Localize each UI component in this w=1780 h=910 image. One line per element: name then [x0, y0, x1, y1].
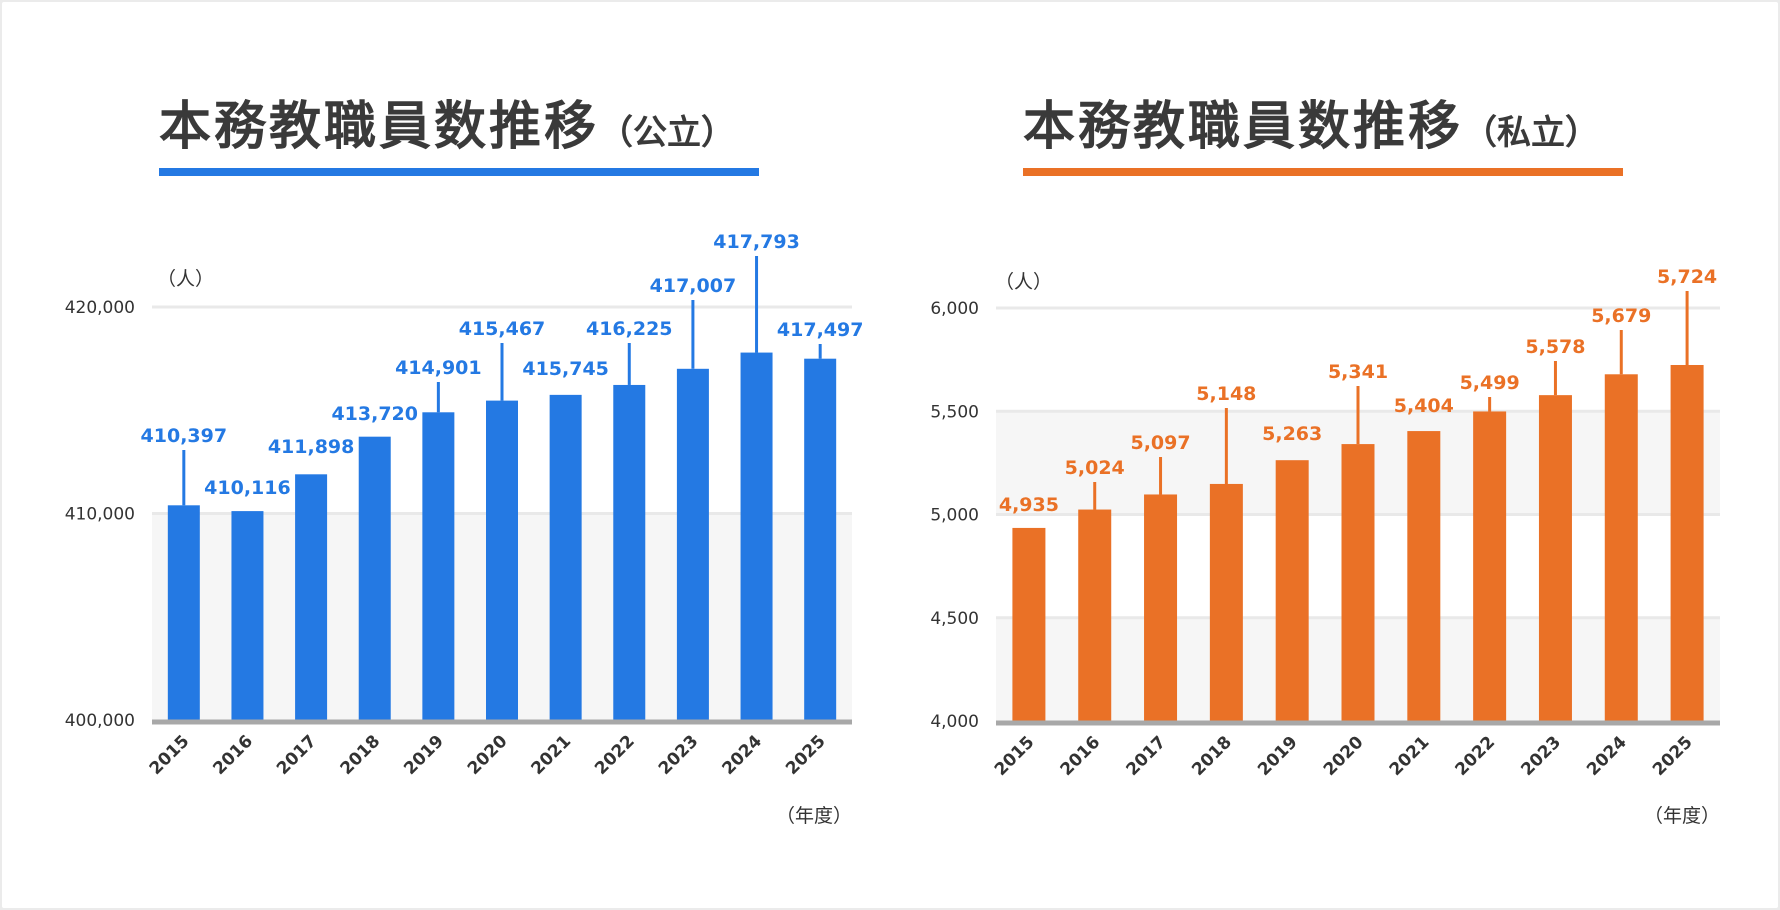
private-x-tick-label: 2017: [1122, 732, 1170, 780]
public-bar-2016: [231, 511, 264, 720]
private-bar-2015: [1012, 527, 1046, 721]
public-value-label-2022: 416,225: [586, 318, 673, 340]
public-x-tick-label: 2019: [400, 731, 448, 779]
private-x-unit-label: （年度）: [1644, 805, 1720, 827]
private-title-underline: [1023, 168, 1623, 176]
public-x-tick-label: 2023: [655, 731, 703, 779]
private-x-tick-label: 2019: [1254, 732, 1302, 780]
public-title-underline: [159, 168, 759, 176]
private-x-tick-label: 2016: [1057, 732, 1105, 780]
public-bar-2020: [486, 400, 518, 720]
private-bar-2018: [1209, 483, 1243, 721]
public-value-label-2025: 417,497: [777, 319, 864, 341]
public-bar-2024: [740, 352, 773, 720]
public-bar-2019: [422, 412, 455, 720]
private-panel: 本務教職員数推移（私立） 4,000 4,500 5,000 5,500 6,000 （人…: [890, 2, 1778, 908]
public-bar-2018: [358, 436, 391, 720]
private-bar-2019: [1275, 460, 1309, 721]
private-bar-2021: [1407, 431, 1441, 721]
private-x-tick-label: 2020: [1320, 732, 1368, 780]
public-x-tick-label: 2015: [146, 731, 194, 779]
private-x-tick-label: 2025: [1649, 732, 1697, 780]
public-x-tick-label: 2016: [209, 731, 257, 779]
public-x-tick-label: 2017: [273, 731, 321, 779]
public-x-tick-label: 2022: [591, 731, 639, 779]
private-chart-title: 本務教職員数推移（私立）: [1023, 84, 1599, 164]
private-bar-2025: [1670, 364, 1704, 721]
private-value-label-2018: 5,148: [1196, 383, 1256, 405]
public-value-label-2017: 411,898: [268, 436, 355, 458]
public-x-tick-label: 2025: [782, 731, 830, 779]
private-x-tick-label: 2024: [1583, 732, 1631, 780]
private-bar-2023: [1538, 395, 1572, 721]
public-y-unit-label: （人）: [157, 268, 214, 290]
public-value-label-2016: 410,116: [204, 477, 291, 499]
public-x-tick-label: 2020: [464, 731, 512, 779]
private-y-unit-label: （人）: [995, 271, 1052, 293]
private-value-label-2015: 4,935: [999, 494, 1059, 516]
public-panel: 本務教職員数推移（公立） 400,000 410,000 420,000 （人） 410…: [2, 2, 890, 908]
public-x-tick-label: 2021: [528, 731, 576, 779]
public-bar-2022: [613, 384, 646, 720]
private-title-main: 本務教職員数推移: [1023, 97, 1464, 157]
private-x-tick-label: 2018: [1188, 732, 1236, 780]
private-bar-chart: 4,000 4,500 5,000 5,500 6,000 （人） 4,935 2015 5,0…: [930, 266, 1720, 827]
private-value-label-2019: 5,263: [1262, 423, 1322, 445]
private-value-label-2025: 5,724: [1657, 266, 1717, 288]
public-y-tick-label: 410,000: [65, 505, 135, 525]
private-y-tick-label: 5,000: [930, 506, 979, 526]
private-bar-2016: [1078, 509, 1112, 721]
public-bar-2017: [295, 474, 328, 720]
public-value-label-2024: 417,793: [713, 231, 800, 253]
private-x-tick-label: 2023: [1517, 732, 1565, 780]
public-bar-2025: [804, 358, 837, 720]
private-y-tick-label: 5,500: [930, 402, 979, 422]
private-bar-2020: [1341, 444, 1375, 721]
private-value-label-2022: 5,499: [1460, 372, 1520, 394]
public-bar-2023: [676, 368, 709, 720]
private-value-label-2020: 5,341: [1328, 361, 1388, 383]
public-value-label-2021: 415,745: [522, 358, 609, 380]
private-x-tick-label: 2015: [991, 732, 1039, 780]
private-value-label-2017: 5,097: [1130, 432, 1190, 454]
public-x-tick-label: 2024: [718, 731, 766, 779]
public-value-label-2018: 413,720: [331, 403, 418, 425]
private-bar-2024: [1604, 374, 1638, 721]
private-title-sub: （私立）: [1463, 113, 1600, 153]
public-title-sub: （公立）: [599, 113, 736, 153]
private-y-tick-label: 6,000: [930, 299, 979, 319]
public-y-tick-label: 400,000: [65, 711, 135, 731]
public-bar-2021: [549, 394, 582, 720]
public-x-unit-label: （年度）: [776, 805, 852, 827]
private-value-label-2023: 5,578: [1525, 336, 1585, 358]
private-bar-2022: [1473, 411, 1507, 721]
public-value-label-2015: 410,397: [141, 425, 228, 447]
public-value-label-2020: 415,467: [459, 318, 546, 340]
public-chart-title: 本務教職員数推移（公立）: [159, 84, 735, 164]
private-bar-2017: [1144, 494, 1178, 721]
private-value-label-2016: 5,024: [1065, 457, 1125, 479]
public-bar-2015: [167, 505, 200, 720]
public-title-main: 本務教職員数推移: [159, 97, 600, 157]
private-value-label-2024: 5,679: [1591, 305, 1651, 327]
private-x-tick-label: 2022: [1452, 732, 1500, 780]
private-x-tick-label: 2021: [1386, 732, 1434, 780]
public-bar-chart: 400,000 410,000 420,000 （人） 410,397 2015 410,1…: [65, 231, 864, 827]
private-y-tick-label: 4,500: [930, 609, 979, 629]
public-x-tick-label: 2018: [337, 731, 385, 779]
public-y-tick-label: 420,000: [65, 298, 135, 318]
private-value-label-2021: 5,404: [1394, 395, 1454, 417]
private-y-tick-label: 4,000: [930, 712, 979, 732]
public-value-label-2023: 417,007: [650, 275, 737, 297]
public-value-label-2019: 414,901: [395, 357, 482, 379]
